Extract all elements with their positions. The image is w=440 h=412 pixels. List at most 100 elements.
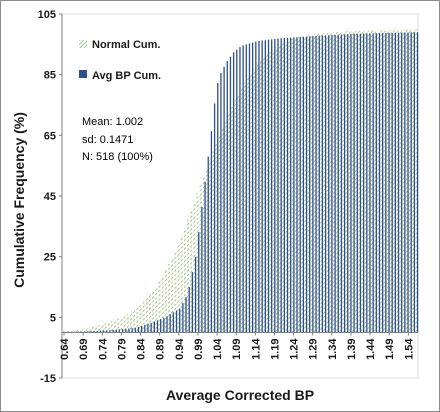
normal-cum-bar xyxy=(247,77,250,333)
avg-bp-cum-bar xyxy=(172,312,175,333)
x-tick-label: 1.19 xyxy=(269,339,281,360)
normal-cum-bar xyxy=(171,258,174,333)
avg-bp-cum-bar xyxy=(293,37,295,333)
normal-cum-bar xyxy=(317,33,320,333)
avg-bp-cum-bar xyxy=(305,36,308,333)
avg-bp-cum-bar xyxy=(182,303,184,333)
avg-bp-cum-bar xyxy=(90,331,92,333)
x-tick-label: 0.69 xyxy=(78,339,90,360)
avg-bp-cum-bar xyxy=(207,156,209,333)
avg-bp-cum-bar xyxy=(391,32,393,333)
avg-bp-cum-bar xyxy=(321,35,324,333)
avg-bp-cum-bar xyxy=(239,47,241,333)
normal-cum-bar xyxy=(275,47,278,333)
normal-cum-bar xyxy=(240,88,243,333)
normal-cum-series xyxy=(63,29,418,333)
avg-bp-cum-bar xyxy=(378,33,381,333)
x-tick-label: 1.54 xyxy=(403,338,415,360)
normal-cum-bar xyxy=(374,30,377,333)
normal-cum-bar xyxy=(91,326,94,333)
avg-bp-cum-bar xyxy=(96,330,98,333)
normal-cum-bar xyxy=(320,33,323,333)
avg-bp-cum-bar xyxy=(340,34,343,333)
normal-cum-bar xyxy=(136,307,139,333)
normal-cum-bar xyxy=(196,193,199,333)
normal-cum-bar xyxy=(161,275,164,333)
normal-cum-bar xyxy=(253,69,256,333)
avg-bp-cum-bar xyxy=(220,73,222,333)
avg-bp-cum-bar xyxy=(302,36,305,333)
normal-cum-bar xyxy=(88,327,91,333)
avg-bp-cum-bar xyxy=(334,34,336,333)
avg-bp-cum-bar xyxy=(385,32,387,333)
normal-cum-bar xyxy=(155,286,158,333)
avg-bp-cum-bar xyxy=(125,328,127,333)
avg-bp-cum-bar xyxy=(413,32,416,333)
avg-bp-cum-bar xyxy=(359,33,362,333)
avg-bp-cum-bar xyxy=(324,35,327,333)
legend-label-normal: Normal Cum. xyxy=(92,39,160,51)
x-tick-label: 1.29 xyxy=(308,339,320,360)
normal-cum-bar xyxy=(298,37,301,333)
normal-cum-bar xyxy=(209,159,212,333)
x-tick-label: 1.44 xyxy=(365,338,377,360)
normal-cum-bar xyxy=(133,309,136,333)
avg-bp-cum-bar xyxy=(232,52,235,333)
stats-mean: Mean: 1.002 xyxy=(82,116,143,128)
x-axis-title: Average Corrected BP xyxy=(166,387,314,403)
avg-bp-cum-bar xyxy=(194,256,197,333)
avg-bp-cum-bar xyxy=(286,37,289,333)
avg-bp-cum-bar xyxy=(210,131,213,333)
normal-cum-bar xyxy=(193,202,196,333)
normal-cum-bar xyxy=(101,324,104,333)
avg-bp-cum-bar xyxy=(83,331,86,333)
x-tick-label: 0.64 xyxy=(59,338,71,360)
avg-bp-cum-bar xyxy=(229,56,232,333)
normal-cum-bar xyxy=(225,120,228,333)
normal-cum-bar xyxy=(301,36,304,333)
normal-cum-bar xyxy=(63,330,66,333)
avg-bp-cum-bar xyxy=(115,329,117,333)
avg-bp-cum-bar xyxy=(245,44,247,333)
normal-cum-bar xyxy=(66,330,69,333)
legend: Normal Cum. Avg BP Cum. xyxy=(79,39,161,82)
avg-bp-cum-bar xyxy=(144,324,146,333)
normal-cum-bar xyxy=(294,37,297,333)
y-tick-label: -15 xyxy=(40,373,56,385)
normal-cum-bar xyxy=(69,330,72,333)
avg-bp-cum-bar xyxy=(160,319,162,333)
avg-bp-cum-bar xyxy=(277,38,279,333)
normal-cum-bar xyxy=(279,45,282,333)
normal-cum-bar xyxy=(282,43,285,333)
normal-cum-bar xyxy=(85,328,88,333)
y-tick-label: 5 xyxy=(50,312,56,324)
normal-cum-bar xyxy=(288,40,291,333)
normal-cum-bar xyxy=(221,128,224,333)
avg-bp-cum-bar xyxy=(137,326,140,333)
normal-cum-bar xyxy=(139,305,142,333)
x-tick-label: 0.84 xyxy=(136,338,148,360)
normal-cum-bar xyxy=(158,281,161,333)
normal-cum-bar xyxy=(339,31,342,333)
avg-bp-cum-bar xyxy=(407,32,409,333)
legend-swatch-normal xyxy=(79,40,87,48)
normal-cum-bar xyxy=(231,105,234,333)
normal-cum-bar xyxy=(228,113,231,333)
normal-cum-bar xyxy=(120,317,123,333)
normal-cum-bar xyxy=(237,94,240,333)
avg-bp-cum-bar xyxy=(166,316,168,333)
avg-bp-cum-bar xyxy=(134,327,136,333)
normal-cum-bar xyxy=(149,294,152,333)
normal-cum-bar xyxy=(266,54,269,333)
normal-cum-bar xyxy=(415,29,418,333)
normal-cum-bar xyxy=(371,30,374,333)
avg-bp-cum-bar xyxy=(179,308,181,333)
avg-bp-cum-bar xyxy=(204,181,206,333)
avg-bp-cum-bar xyxy=(331,35,333,333)
normal-cum-bar xyxy=(123,316,126,333)
avg-bp-cum-bar xyxy=(198,232,200,333)
normal-cum-bar xyxy=(396,30,399,333)
avg-bp-cum-bar xyxy=(290,37,292,333)
y-tick-label: 25 xyxy=(44,252,56,264)
avg-bp-cum-bar xyxy=(366,33,368,333)
